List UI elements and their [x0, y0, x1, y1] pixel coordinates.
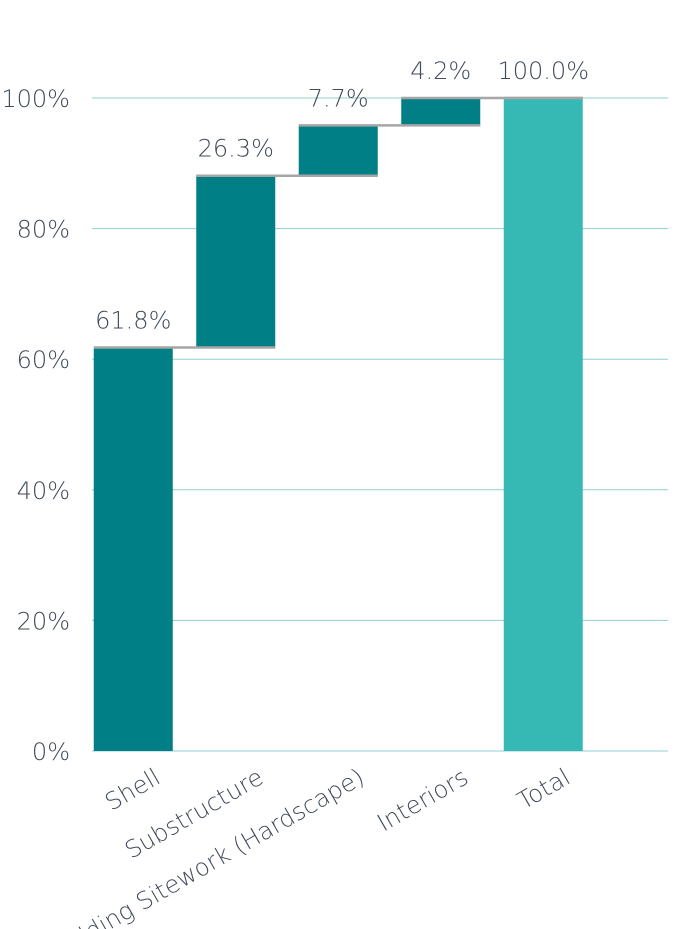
waterfall-bar — [298, 125, 378, 176]
y-tick-label: 40% — [17, 477, 70, 505]
total-bar — [503, 98, 583, 751]
x-category-label: Shell — [100, 763, 165, 817]
x-category-label: Total — [512, 763, 575, 815]
data-label: 26.3% — [198, 135, 274, 163]
y-axis-ticks: 0% 20% 40% 60% 80% 100% — [1, 85, 70, 766]
x-category-label: Interiors — [372, 763, 473, 837]
waterfall-bar — [93, 347, 173, 751]
data-label: 4.2% — [410, 57, 471, 85]
data-label: 7.7% — [308, 84, 369, 112]
y-tick-label: 80% — [17, 216, 70, 244]
waterfall-bar — [196, 175, 276, 348]
data-label: 100.0% — [497, 57, 589, 85]
data-labels: 61.8% 26.3% 7.7% 4.2% 100.0% — [95, 57, 589, 334]
data-label: 61.8% — [95, 306, 171, 334]
y-tick-label: 100% — [1, 85, 70, 113]
y-tick-label: 20% — [17, 607, 70, 635]
y-tick-label: 60% — [17, 346, 70, 374]
waterfall-bar — [401, 98, 481, 126]
x-category-label: Building Sitework (Hardscape) — [42, 763, 369, 929]
connectors — [93, 96, 583, 349]
y-tick-label: 0% — [32, 738, 70, 766]
bars — [93, 98, 583, 751]
